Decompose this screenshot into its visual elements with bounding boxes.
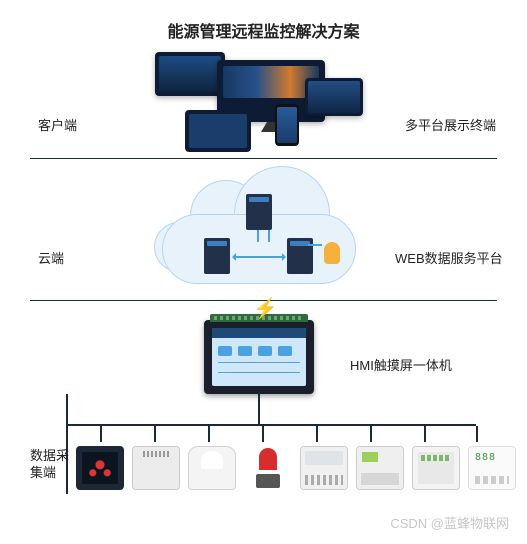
controller-icon — [412, 446, 460, 490]
bus-line — [66, 424, 476, 426]
server-icon — [204, 238, 230, 274]
temp-display-icon — [468, 446, 516, 490]
arrow-icon — [268, 230, 270, 242]
arrow-bidirectional-icon — [234, 256, 284, 258]
client-devices-cluster — [155, 50, 365, 148]
hmi-panel-icon — [204, 320, 314, 394]
alarm-beacon-icon — [244, 446, 292, 490]
cloud-platform — [148, 178, 370, 292]
layer-label-hmi: HMI触摸屏一体机 — [350, 355, 452, 374]
phone-icon — [275, 104, 299, 146]
tablet-icon — [185, 110, 251, 152]
layer-label-client-desc: 多平台展示终端 — [405, 115, 496, 134]
lightning-icon: ⚡ — [253, 296, 278, 321]
database-icon — [324, 242, 340, 264]
watermark-text: CSDN @蓝蜂物联网 — [390, 513, 509, 532]
divider-1 — [30, 158, 497, 159]
monitor-left-icon — [155, 52, 225, 96]
laptop-icon — [305, 78, 363, 116]
device-row — [76, 440, 505, 496]
layer-label-client: 客户端 — [38, 115, 77, 134]
server-icon — [246, 194, 272, 230]
bus-line — [258, 392, 260, 424]
layer-label-cloud-desc: WEB数据服务平台 — [395, 248, 503, 267]
hmi-screen-icon — [212, 328, 306, 386]
layer-label-cloud: 云端 — [38, 248, 64, 267]
diagram-title: 能源管理远程监控解决方案 — [0, 18, 527, 42]
layer-label-device: 数据采 集端 — [30, 448, 69, 482]
architecture-diagram: 能源管理远程监控解决方案 客户端 多平台展示终端 云端 WEB数据服务平台 ⚡ … — [0, 0, 527, 544]
pir-sensor-icon — [188, 446, 236, 490]
dehumidifier-icon — [132, 446, 180, 490]
arrow-icon — [257, 230, 259, 242]
power-meter-icon — [76, 446, 124, 490]
arrow-icon — [308, 244, 322, 246]
din-energy-meter-icon — [300, 446, 348, 490]
io-module-icon — [356, 446, 404, 490]
